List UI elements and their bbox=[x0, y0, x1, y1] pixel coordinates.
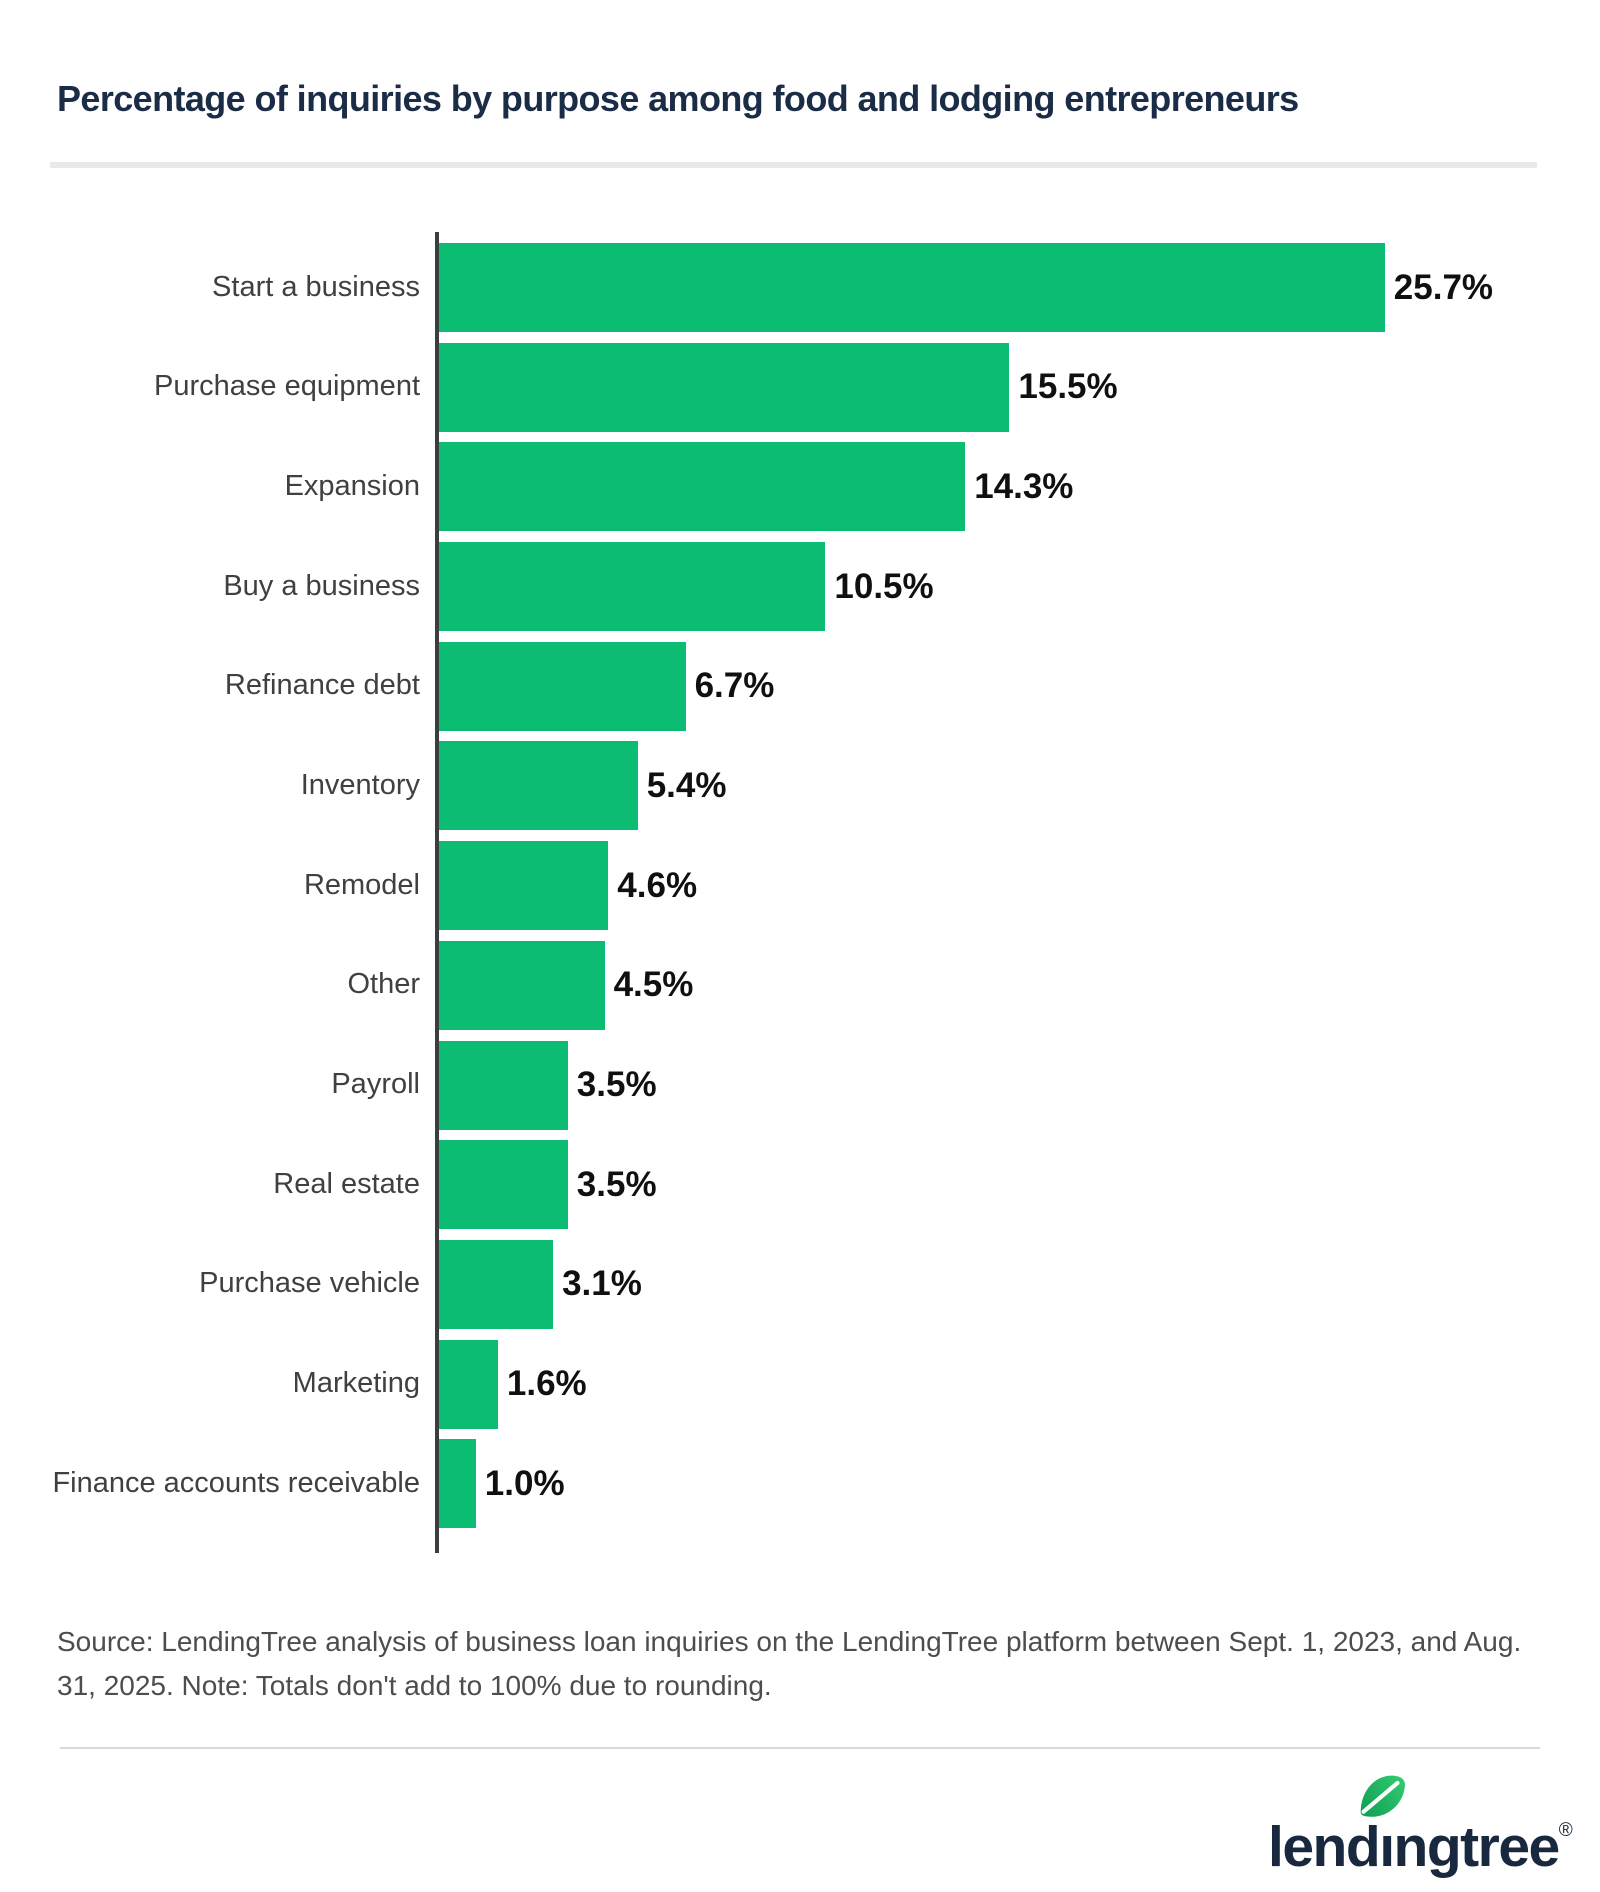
category-label: Remodel bbox=[303, 868, 420, 901]
value-label: 1.6% bbox=[506, 1364, 587, 1404]
category-label: Purchase vehicle bbox=[199, 1267, 420, 1300]
category-label: Marketing bbox=[292, 1367, 420, 1400]
bar-row: Finance accounts receivable 1.0% bbox=[0, 1439, 1600, 1529]
value-label: 4.5% bbox=[613, 965, 694, 1005]
bar-chart: Start a business 25.7% Purchase equipmen… bbox=[0, 232, 1600, 1553]
value-label: 3.1% bbox=[562, 1264, 642, 1304]
logo-wordmark: lendıngtree® bbox=[1268, 1814, 1573, 1880]
source-note: Source: LendingTree analysis of business… bbox=[57, 1626, 1522, 1701]
bar bbox=[439, 1040, 568, 1130]
bar-row: Remodel 4.6% bbox=[0, 841, 1600, 931]
bar bbox=[439, 940, 605, 1030]
bar bbox=[439, 1339, 498, 1429]
bar-row: Buy a business 10.5% bbox=[0, 542, 1600, 632]
bar bbox=[439, 442, 966, 532]
registered-mark: ® bbox=[1558, 1820, 1573, 1841]
category-label: Inventory bbox=[300, 768, 420, 801]
footer-divider bbox=[60, 1747, 1540, 1749]
category-label: Refinance debt bbox=[224, 669, 420, 702]
bar-row: Purchase vehicle 3.1% bbox=[0, 1239, 1600, 1329]
value-label: 15.5% bbox=[1018, 367, 1118, 407]
bar bbox=[439, 342, 1010, 432]
category-label: Expansion bbox=[284, 469, 420, 502]
bar-row: Refinance debt 6.7% bbox=[0, 641, 1600, 731]
value-label: 3.5% bbox=[576, 1164, 657, 1204]
title-divider bbox=[50, 162, 1537, 168]
bar-row: Inventory 5.4% bbox=[0, 741, 1600, 831]
bar-row: Real estate 3.5% bbox=[0, 1140, 1600, 1230]
category-label: Finance accounts receivable bbox=[52, 1466, 420, 1499]
bar bbox=[439, 841, 609, 931]
logo-text-post: ngtree bbox=[1393, 1815, 1561, 1879]
bar-row: Start a business 25.7% bbox=[0, 243, 1600, 332]
bar bbox=[439, 1439, 476, 1529]
bar bbox=[439, 741, 638, 831]
category-label: Start a business bbox=[212, 270, 420, 303]
value-label: 10.5% bbox=[834, 566, 934, 606]
category-label: Other bbox=[347, 968, 420, 1001]
category-label: Purchase equipment bbox=[154, 370, 420, 403]
lendingtree-logo: lendıngtree® bbox=[1268, 1770, 1573, 1880]
bar bbox=[439, 243, 1385, 332]
bar-row: Other 4.5% bbox=[0, 940, 1600, 1030]
category-label: Real estate bbox=[273, 1167, 420, 1200]
bar-rows-container: Start a business 25.7% Purchase equipmen… bbox=[0, 243, 1600, 1539]
bar-row: Expansion 14.3% bbox=[0, 442, 1600, 532]
value-label: 25.7% bbox=[1393, 267, 1494, 307]
value-label: 1.0% bbox=[484, 1463, 565, 1503]
bar bbox=[439, 1239, 554, 1329]
category-label: Payroll bbox=[331, 1068, 420, 1101]
category-label: Buy a business bbox=[223, 569, 420, 602]
bar-row: Marketing 1.6% bbox=[0, 1339, 1600, 1429]
logo-text-pre: lend bbox=[1268, 1815, 1381, 1879]
value-label: 14.3% bbox=[974, 466, 1074, 506]
bar-row: Purchase equipment 15.5% bbox=[0, 342, 1600, 432]
bar bbox=[439, 1140, 568, 1230]
bar bbox=[439, 641, 686, 731]
bar bbox=[439, 542, 826, 632]
bar-row: Payroll 3.5% bbox=[0, 1040, 1600, 1130]
page-title: Percentage of inquiries by purpose among… bbox=[57, 78, 1299, 119]
y-axis-line bbox=[435, 232, 439, 1553]
logo-text-i: ı bbox=[1379, 1815, 1395, 1879]
value-label: 3.5% bbox=[576, 1065, 657, 1104]
value-label: 5.4% bbox=[646, 765, 727, 805]
value-label: 6.7% bbox=[694, 666, 775, 706]
leaf-icon bbox=[1360, 1775, 1405, 1817]
value-label: 4.6% bbox=[617, 865, 698, 905]
